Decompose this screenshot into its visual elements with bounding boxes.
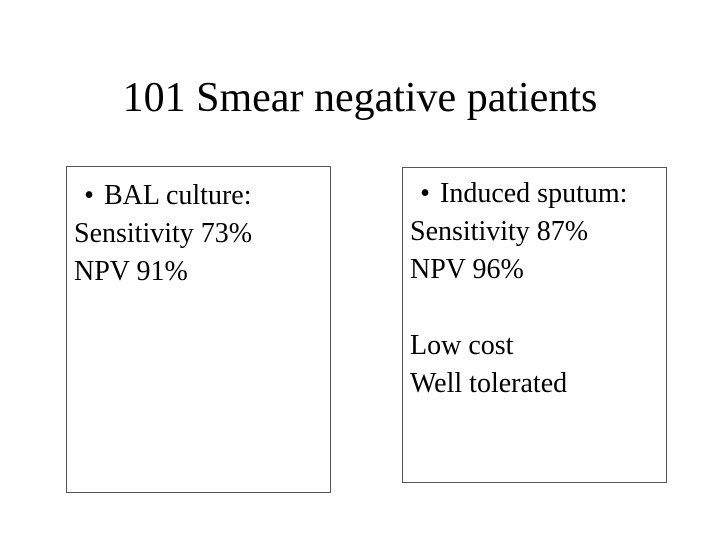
well-tolerated-text: Well tolerated bbox=[410, 368, 568, 399]
induced-sputum-heading-line: • Induced sputum: bbox=[410, 175, 666, 213]
bal-npv-text: NPV 91% bbox=[74, 256, 188, 287]
slide-title: 101 Smear negative patients bbox=[122, 75, 598, 121]
spacer bbox=[410, 289, 666, 327]
bullet-icon: • bbox=[84, 180, 94, 211]
induced-sputum-heading: Induced sputum: bbox=[440, 178, 628, 209]
bal-sensitivity-text: Sensitivity 73% bbox=[74, 218, 253, 249]
low-cost-text: Low cost bbox=[410, 330, 514, 361]
bal-culture-box: • BAL culture: Sensitivity 73% NPV 91% bbox=[66, 166, 331, 493]
induced-sputum-box: • Induced sputum: Sensitivity 87% NPV 96%… bbox=[402, 167, 667, 483]
sputum-sensitivity-text: Sensitivity 87% bbox=[410, 216, 589, 247]
bullet-icon: • bbox=[420, 178, 430, 209]
bal-culture-heading-line: • BAL culture: bbox=[74, 177, 330, 215]
sputum-npv-text: NPV 96% bbox=[410, 254, 524, 285]
bal-culture-heading: BAL culture: bbox=[104, 180, 252, 211]
